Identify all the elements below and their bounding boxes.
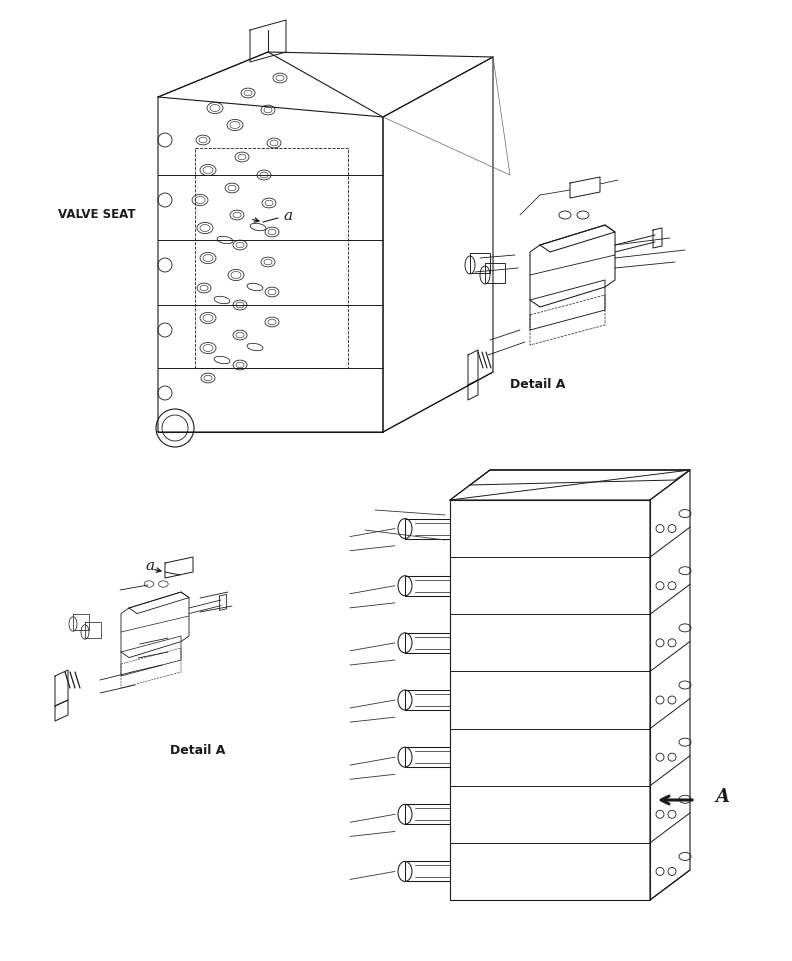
Text: a: a — [145, 559, 154, 573]
Text: Detail A: Detail A — [170, 744, 226, 756]
Text: VALVE SEAT: VALVE SEAT — [58, 209, 135, 221]
Text: Detail A: Detail A — [510, 379, 565, 391]
Text: a: a — [283, 209, 292, 223]
Text: A: A — [715, 788, 729, 806]
